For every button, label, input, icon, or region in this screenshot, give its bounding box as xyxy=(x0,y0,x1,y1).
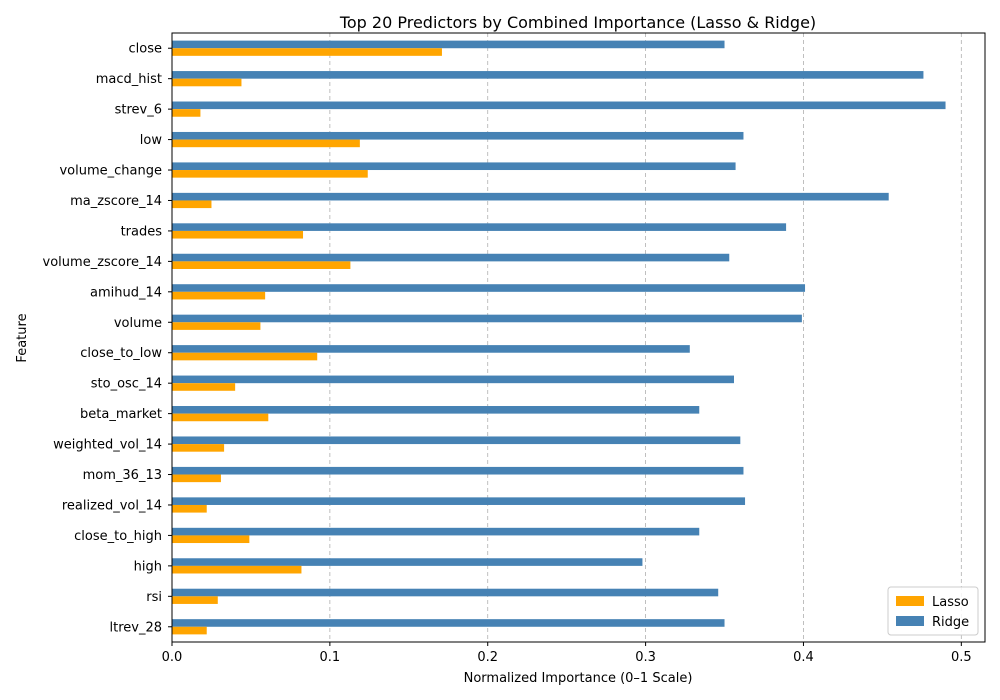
bar-lasso-low xyxy=(172,139,360,148)
y-tick-label-beta_market: beta_market xyxy=(80,407,162,422)
bar-ridge-macd_hist xyxy=(172,71,924,79)
bar-ridge-sto_osc_14 xyxy=(172,375,734,384)
y-tick-label-volume: volume xyxy=(114,316,162,331)
bar-lasso-volume xyxy=(172,322,261,330)
bar-ridge-volume_zscore_14 xyxy=(172,253,730,262)
legend-label-ridge: Ridge xyxy=(932,615,969,630)
y-axis-label: Feature xyxy=(15,313,30,362)
x-axis-label: Normalized Importance (0–1 Scale) xyxy=(464,671,693,686)
bar-lasso-macd_hist xyxy=(172,78,242,87)
bar-lasso-mom_36_13 xyxy=(172,474,221,483)
bar-lasso-sto_osc_14 xyxy=(172,383,236,391)
bar-ridge-mom_36_13 xyxy=(172,466,744,475)
bar-lasso-ltrev_28 xyxy=(172,626,207,635)
bar-lasso-trades xyxy=(172,230,304,239)
y-tick-label-amihud_14: amihud_14 xyxy=(90,285,162,300)
bar-lasso-ma_zscore_14 xyxy=(172,200,212,209)
plot-frame xyxy=(171,32,986,643)
y-tick-label-volume_zscore_14: volume_zscore_14 xyxy=(43,255,162,270)
bar-ridge-ltrev_28 xyxy=(172,619,725,627)
y-tick-label-close_to_low: close_to_low xyxy=(80,346,162,361)
y-tick-label-sto_osc_14: sto_osc_14 xyxy=(91,377,162,392)
y-tick-label-close_to_high: close_to_high xyxy=(74,529,162,544)
bar-lasso-rsi xyxy=(172,596,218,604)
x-tick-label: 0.3 xyxy=(635,650,656,665)
bar-ridge-trades xyxy=(172,223,787,231)
bars-layer xyxy=(172,40,946,635)
grid-layer xyxy=(329,33,962,642)
x-tick-label: 0.2 xyxy=(477,650,498,665)
x-tick-label: 0.0 xyxy=(162,650,183,665)
y-tick-label-macd_hist: macd_hist xyxy=(96,72,162,87)
bar-ridge-close_to_low xyxy=(172,345,690,353)
bar-ridge-low xyxy=(172,131,744,140)
x-ticks: 0.0 0.1 0.2 0.3 0.4 0.5 xyxy=(162,642,972,665)
bar-lasso-amihud_14 xyxy=(172,291,266,300)
bar-ridge-ma_zscore_14 xyxy=(172,192,889,201)
bar-lasso-beta_market xyxy=(172,413,269,422)
y-tick-label-low: low xyxy=(140,133,163,148)
y-tick-label-high: high xyxy=(134,559,162,574)
y-tick-label-trades: trades xyxy=(121,224,163,239)
y-tick-label-volume_change: volume_change xyxy=(59,164,162,179)
bar-lasso-close_to_high xyxy=(172,535,250,544)
y-tick-label-strev_6: strev_6 xyxy=(115,103,162,118)
bar-ridge-amihud_14 xyxy=(172,284,806,292)
bar-ridge-close xyxy=(172,40,725,49)
y-tick-label-realized_vol_14: realized_vol_14 xyxy=(62,498,162,513)
y-tick-label-close: close xyxy=(129,42,162,57)
legend-swatch-lasso xyxy=(896,596,924,606)
y-tick-label-ma_zscore_14: ma_zscore_14 xyxy=(70,194,162,209)
bar-ridge-beta_market xyxy=(172,406,700,414)
bar-ridge-realized_vol_14 xyxy=(172,497,746,505)
legend-swatch-ridge xyxy=(896,616,924,626)
bar-lasso-close_to_low xyxy=(172,352,318,361)
bar-ridge-volume_change xyxy=(172,162,736,171)
y-tick-label-weighted_vol_14: weighted_vol_14 xyxy=(53,438,162,453)
x-tick-label: 0.1 xyxy=(320,650,341,665)
bar-lasso-high xyxy=(172,565,302,574)
bar-ridge-close_to_high xyxy=(172,527,700,536)
bar-lasso-realized_vol_14 xyxy=(172,504,207,513)
bar-ridge-volume xyxy=(172,314,802,323)
bar-ridge-high xyxy=(172,558,643,566)
bar-lasso-volume_change xyxy=(172,170,368,178)
chart-title: Top 20 Predictors by Combined Importance… xyxy=(339,13,816,32)
legend: Lasso Ridge xyxy=(887,586,979,636)
bar-lasso-close xyxy=(172,48,442,56)
x-tick-label: 0.5 xyxy=(951,650,972,665)
bar-ridge-rsi xyxy=(172,588,719,597)
bar-ridge-strev_6 xyxy=(172,101,946,110)
y-tick-label-ltrev_28: ltrev_28 xyxy=(109,620,162,635)
legend-label-lasso: Lasso xyxy=(932,595,969,610)
y-tick-label-rsi: rsi xyxy=(146,590,162,605)
bar-lasso-strev_6 xyxy=(172,109,201,117)
x-tick-label: 0.4 xyxy=(793,650,814,665)
y-tick-label-mom_36_13: mom_36_13 xyxy=(83,468,162,483)
bar-lasso-volume_zscore_14 xyxy=(172,261,351,269)
bar-lasso-weighted_vol_14 xyxy=(172,444,225,452)
bar-ridge-weighted_vol_14 xyxy=(172,436,741,445)
